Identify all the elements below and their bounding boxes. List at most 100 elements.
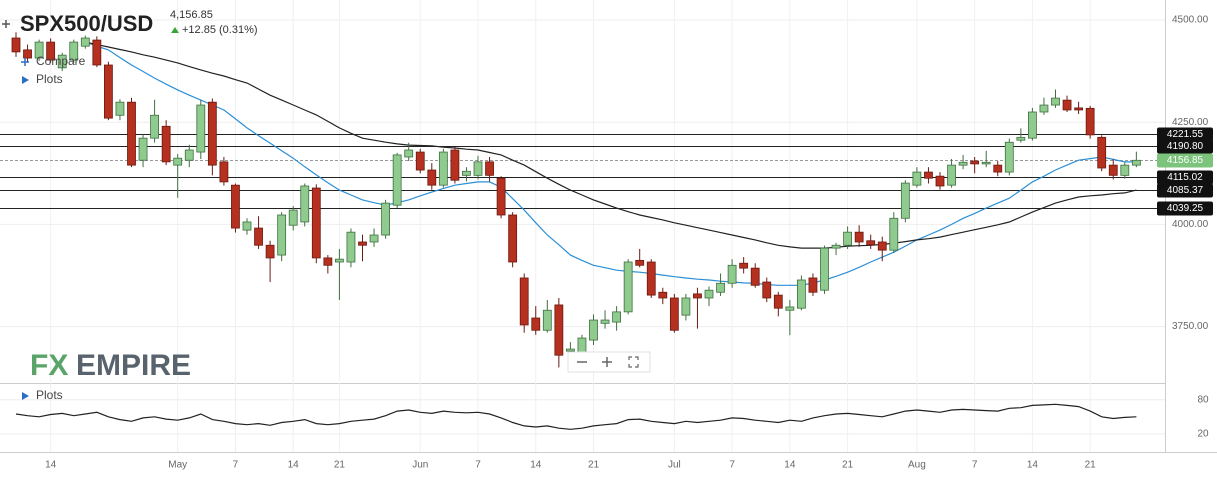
candle-body [1004,141,1014,173]
candle-body [231,184,240,229]
candle-body [1131,159,1141,166]
level-label-box [1157,170,1213,185]
candle-body [34,41,44,59]
candle-body [554,304,564,356]
candle-body [11,37,21,53]
candle-body [924,171,933,179]
x-tick-label: 14 [1027,460,1039,471]
price: 4,156.85 [170,9,213,21]
candle-body [912,171,922,186]
candle-body [265,244,275,259]
candle-body [935,175,945,187]
candle-body [1108,164,1118,176]
logo: FX EMPIRE [30,349,191,382]
plots[interactable]: Plots [36,388,63,402]
candle-body [900,182,910,219]
last-price-label: 4156.85 [1167,155,1204,166]
x-tick-label: 7 [233,460,239,471]
candle-body [508,214,518,263]
change: +12.85 (0.31%) [182,24,258,36]
candle-body [346,231,356,263]
compare[interactable]: Compare [36,54,86,68]
icon[interactable] [21,58,29,66]
candle-body [450,149,460,181]
candle-body [150,114,160,139]
x-tick-label: 21 [1085,460,1097,471]
last-price-box [1157,153,1213,168]
candle-body [750,267,760,286]
candle-body [80,37,90,47]
candle-body [669,297,679,331]
plot-layer: 3750.00 4000.00 4250.00 4500.00 14 May 7 14 21 Ju… [0,0,1213,471]
candle-body [358,241,367,246]
icon[interactable] [22,392,29,400]
candle-body [207,101,217,166]
candle-body [462,170,471,176]
candle-body [970,160,980,165]
candle-body [161,125,171,163]
candle-body [646,261,656,296]
level-label: 4085.37 [1167,185,1204,196]
x-tick-label: 7 [475,460,481,471]
candle-body [104,64,113,119]
candle-body [797,279,806,309]
candle-body [589,319,598,341]
candle-body [369,234,379,243]
y-tick-label: 4500.00 [1172,15,1209,26]
candle-body [542,309,552,331]
candle-body [392,154,402,206]
icon[interactable] [22,76,29,84]
candle-body [1016,136,1026,141]
plots[interactable]: Plots [36,72,63,86]
candle-body [1062,99,1072,111]
level-label-box [1157,127,1213,142]
candle-body [658,291,668,299]
level-label-box [1157,201,1213,216]
candle-body [496,177,506,216]
candle-body [1039,104,1049,113]
x-tick-label: 14 [45,460,57,471]
candle-body [23,49,32,59]
x-tick-label: 14 [530,460,542,471]
candle-body [242,221,252,231]
candle-body [519,277,529,326]
candle-body [854,231,864,243]
fullscreen[interactable] [628,356,639,368]
candle-body [531,317,541,331]
x-tick-label: 21 [842,460,854,471]
y-tick-label: 80 [1197,394,1209,405]
candle-body [1085,107,1095,136]
candle-body [831,244,841,249]
zoom-in[interactable] [602,357,612,367]
moving-average [85,41,1137,286]
logo-empire: EMPIRE [76,349,191,382]
x-tick-label: 14 [288,460,300,471]
candle-body [681,297,691,316]
candle-body [577,337,587,353]
candle-body [727,264,737,284]
candle-body [612,311,621,323]
candle-body [485,161,494,176]
candle-body [219,161,229,183]
candle-body [762,281,772,299]
candle-body [57,54,67,69]
candle-body [889,217,899,251]
header: SPX500/USD 4,156.85 +12.85 (0.31%) Compa… [2,9,258,402]
candle-body [820,247,829,291]
candle-body [404,149,414,158]
candle-body [427,169,437,186]
level-label: 4221.55 [1167,129,1204,140]
candle-body [877,241,887,251]
x-tick-label: 7 [729,460,735,471]
candle-body [1051,97,1060,106]
symbol: SPX500/USD [20,11,153,36]
candle-body [1097,136,1107,169]
candle-body [381,202,391,236]
x-tick-label: 14 [784,460,796,471]
candle-body [623,261,633,313]
y-tick-label: 3750.00 [1172,321,1209,332]
candle-body [739,262,749,269]
candle-body [566,348,575,352]
